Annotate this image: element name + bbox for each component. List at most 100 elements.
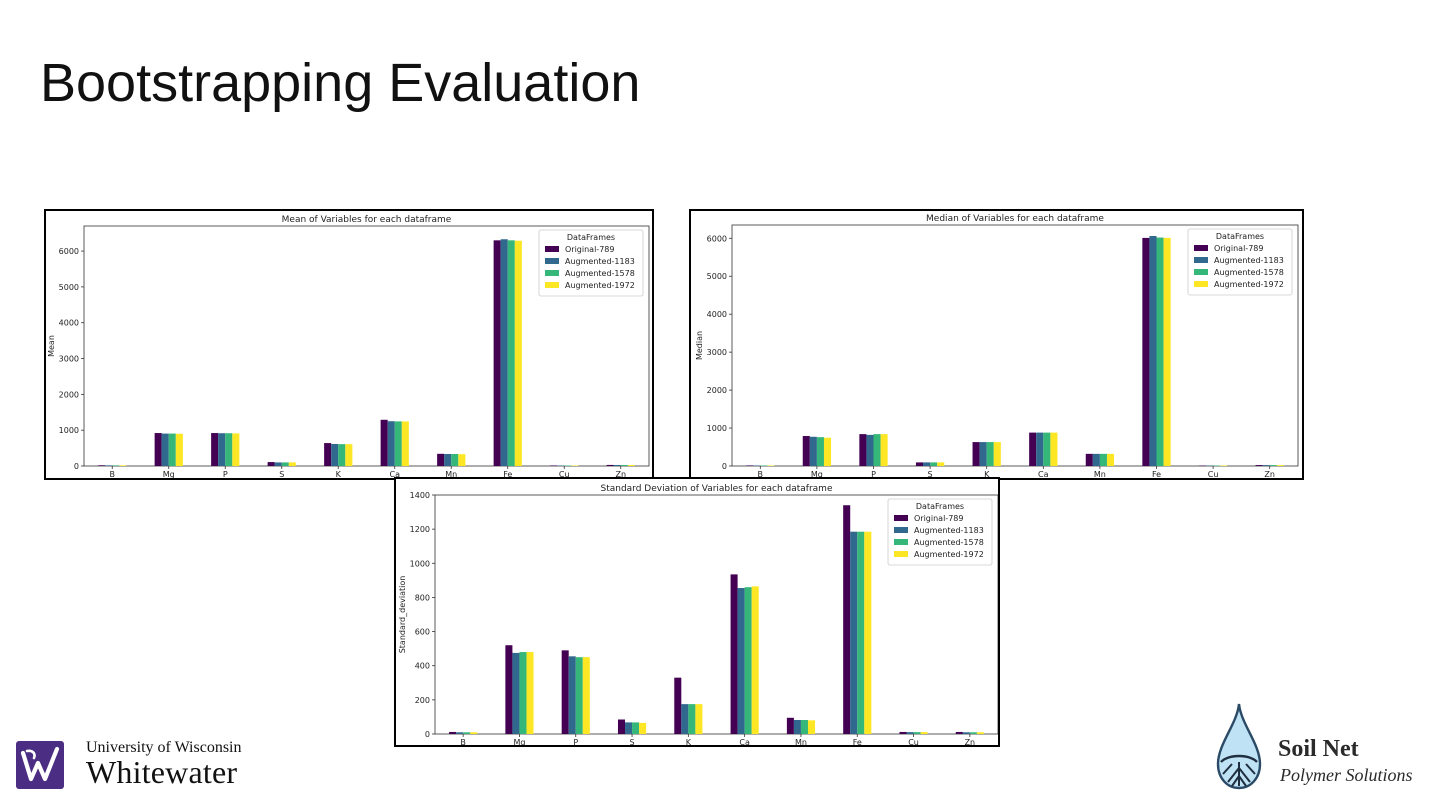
y-tick-label: 5000 [59,283,79,292]
chart-title: Median of Variables for each dataframe [926,214,1104,224]
y-axis-label: Mean [47,335,56,357]
y-axis-label: Standard_deviation [398,576,407,654]
chart-title: Standard Deviation of Variables for each… [600,484,832,494]
mean-chart: Mean of Variables for each dataframe 0 100… [44,209,654,480]
bar [617,719,626,734]
bar [582,657,590,734]
bar [451,454,459,466]
bar [380,419,388,466]
legend-title: DataFrames [1216,232,1264,241]
bar [1036,432,1044,466]
y-tick-label: 1000 [707,424,727,433]
bar [760,465,768,466]
bar [232,433,240,466]
bar [802,436,810,466]
bar [470,732,478,734]
legend-label: Augmented-1972 [914,550,984,559]
bar [866,434,874,466]
bar [512,652,520,734]
x-tick-label: Cu [1208,470,1219,478]
legend-label: Original-789 [565,245,614,254]
bar [753,465,761,466]
legend-label: Augmented-1578 [1214,268,1284,277]
bar [920,732,928,734]
bar [962,732,970,734]
bar [823,437,832,466]
bar [575,657,583,734]
bar [627,464,635,466]
legend-swatch [894,551,908,557]
y-tick-label: 3000 [59,355,79,364]
legend-label: Augmented-1183 [914,526,984,535]
bar [218,433,226,466]
bar [786,717,794,734]
x-tick-label: Zn [615,470,626,478]
bar [1043,432,1051,466]
uww-logo-line2: Whitewater [86,754,238,790]
median-chart: Median of Variables for each dataframe 0 1… [689,209,1304,480]
y-tick-label: 6000 [59,247,79,256]
soilnet-logo-line1: Soil Net [1278,736,1359,762]
bar [394,421,402,466]
bar [632,722,640,734]
legend-swatch [1194,257,1208,263]
bar [681,704,689,734]
legend-label: Augmented-1183 [1214,256,1284,265]
std-chart: Standard Deviation of Variables for each… [394,477,1000,747]
bar [500,239,508,466]
legend-label: Augmented-1972 [1214,280,1284,289]
y-tick-label: 2000 [707,386,727,395]
y-tick-label: 3000 [707,348,727,357]
x-tick-label: B [460,738,466,745]
x-tick-label: P [223,470,228,478]
bar [1213,465,1221,467]
y-tick-label: 200 [415,696,430,705]
x-tick-label: Cu [559,470,570,478]
bar [746,465,754,466]
x-tick-label: S [928,470,933,478]
x-tick-label: P [871,470,876,478]
bar [1156,237,1164,466]
bar [923,462,931,466]
bar [338,444,346,466]
x-tick-label: Zn [965,738,976,745]
bar [1029,432,1037,466]
bar [625,722,633,734]
bar [1262,465,1270,466]
bar [161,433,169,466]
bar [1276,465,1284,466]
x-tick-label: Ca [390,470,401,478]
median-svg: Median of Variables for each dataframe 0 1… [695,214,1299,478]
bar [387,421,395,466]
bar [458,454,466,466]
bar [98,465,106,466]
bar [972,442,980,466]
bar [274,462,282,466]
bar [937,462,945,466]
bar [1092,453,1100,466]
x-tick-label: K [336,470,342,478]
y-tick-label: 1000 [59,426,79,435]
y-tick-label: 2000 [59,390,79,399]
legend-swatch [545,246,559,252]
bar [1085,453,1093,466]
bar [955,731,963,734]
x-tick-label: Mn [795,738,807,745]
x-tick-label: Fe [853,738,862,745]
bar [345,444,353,466]
y-axis-label: Median [695,331,704,360]
bar [899,731,907,734]
x-tick-label: Mg [513,738,525,745]
x-tick-label: K [984,470,990,478]
legend-swatch [1194,245,1208,251]
x-tick-label: B [758,470,764,478]
bar [993,442,1001,466]
bar [1269,465,1277,466]
bar [1050,432,1058,466]
bar [564,465,572,466]
bar [105,465,113,466]
x-tick-label: P [573,738,578,745]
bar [267,462,275,466]
bar [1163,237,1171,466]
x-tick-label: Fe [1152,470,1161,478]
